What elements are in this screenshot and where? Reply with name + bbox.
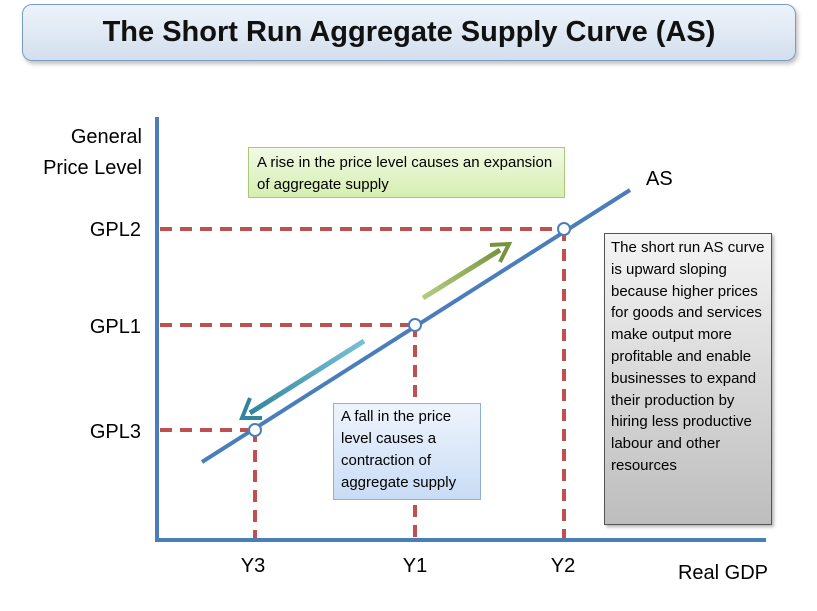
tick-label-gpl1: GPL1: [90, 316, 141, 338]
y-axis-label-line1: General: [71, 126, 142, 148]
note-price-fall: A fall in the price level causes a contr…: [333, 403, 481, 500]
tick-label-y3: Y3: [241, 555, 265, 577]
tick-label-gpl2: GPL2: [90, 219, 141, 241]
diagram-title: The Short Run Aggregate Supply Curve (AS…: [22, 4, 796, 61]
x-axis-label: Real GDP: [678, 562, 768, 584]
note-price-rise: A rise in the price level causes an expa…: [248, 147, 565, 198]
arrow-down-left-icon: [239, 338, 366, 420]
note-explanation: The short run AS curve is upward sloping…: [604, 233, 772, 525]
point-gpl2-y2: [557, 222, 571, 236]
as-curve-label: AS: [646, 168, 673, 190]
tick-label-y2: Y2: [551, 555, 575, 577]
tick-label-y1: Y1: [403, 555, 427, 577]
tick-label-gpl3: GPL3: [90, 421, 141, 443]
arrow-up-right-icon: [421, 241, 513, 301]
point-gpl3-y3: [248, 423, 262, 437]
y-axis-label-line2: Price Level: [43, 157, 142, 179]
point-gpl1-y1: [408, 318, 422, 332]
